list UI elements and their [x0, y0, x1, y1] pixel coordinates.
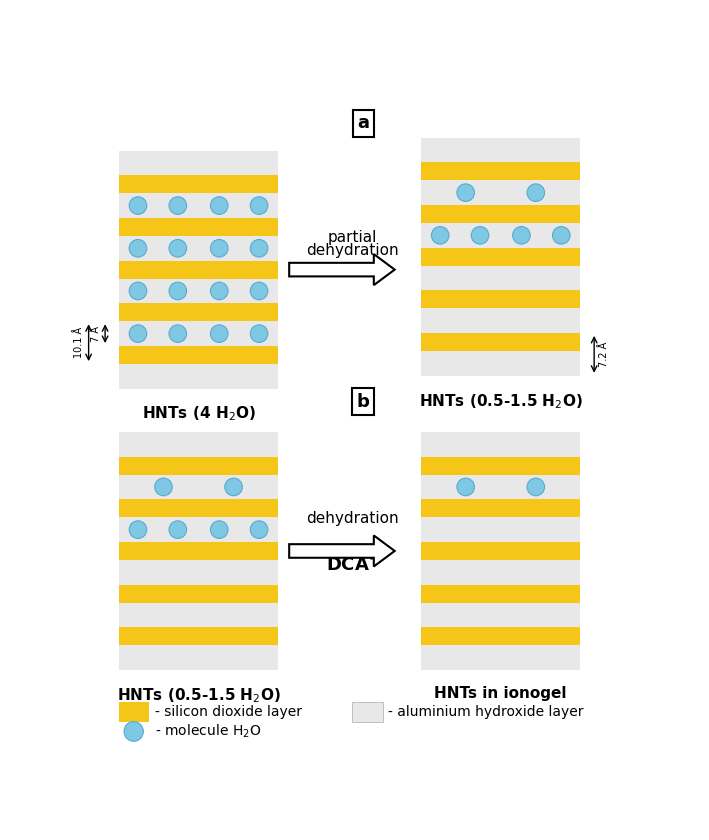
Text: b: b — [357, 392, 370, 411]
Bar — [119, 627, 278, 645]
Ellipse shape — [129, 325, 147, 343]
Text: HNTs (4 H$_2$O): HNTs (4 H$_2$O) — [142, 405, 255, 423]
Ellipse shape — [250, 521, 268, 538]
Bar — [119, 236, 278, 260]
Text: - silicon dioxide layer: - silicon dioxide layer — [155, 705, 301, 719]
Bar — [119, 346, 278, 364]
Text: dehydration: dehydration — [306, 243, 398, 258]
Bar — [421, 517, 581, 542]
Ellipse shape — [169, 239, 186, 257]
Bar — [421, 627, 581, 645]
Bar — [119, 176, 278, 193]
Ellipse shape — [250, 282, 268, 300]
Bar — [119, 193, 278, 218]
Bar — [421, 333, 581, 351]
Ellipse shape — [211, 521, 228, 538]
Ellipse shape — [169, 325, 186, 343]
Bar — [352, 702, 383, 722]
Bar — [421, 456, 581, 475]
Ellipse shape — [471, 227, 489, 244]
Bar — [119, 645, 278, 670]
Text: a: a — [357, 114, 369, 133]
Bar — [421, 223, 581, 248]
Bar — [119, 364, 278, 389]
Ellipse shape — [129, 282, 147, 300]
Bar — [421, 603, 581, 627]
Bar — [119, 517, 278, 542]
Ellipse shape — [250, 325, 268, 343]
Bar — [119, 456, 278, 475]
Bar — [119, 542, 278, 560]
Ellipse shape — [211, 282, 228, 300]
FancyArrow shape — [289, 254, 395, 285]
Ellipse shape — [250, 197, 268, 214]
Bar — [119, 603, 278, 627]
Bar — [421, 475, 581, 499]
Ellipse shape — [527, 478, 545, 496]
Bar — [119, 432, 278, 456]
Bar — [119, 702, 149, 722]
Ellipse shape — [552, 227, 570, 244]
Ellipse shape — [129, 521, 147, 538]
Ellipse shape — [155, 478, 172, 496]
Text: partial: partial — [328, 230, 377, 245]
Ellipse shape — [431, 227, 449, 244]
Bar — [421, 432, 581, 456]
Ellipse shape — [211, 239, 228, 257]
Text: dehydration: dehydration — [306, 512, 398, 527]
Bar — [119, 218, 278, 236]
Text: 7.2 Å: 7.2 Å — [598, 342, 608, 367]
Ellipse shape — [129, 197, 147, 214]
Ellipse shape — [225, 478, 242, 496]
Bar — [119, 279, 278, 303]
Text: $\mathbf{DCA^{-}}$: $\mathbf{DCA^{-}}$ — [325, 555, 379, 574]
Bar — [119, 150, 278, 176]
Bar — [119, 260, 278, 279]
FancyArrow shape — [289, 535, 395, 566]
Bar — [421, 645, 581, 670]
Bar — [421, 138, 581, 162]
Ellipse shape — [211, 197, 228, 214]
Bar — [421, 308, 581, 333]
Text: 7 Å: 7 Å — [91, 326, 101, 342]
Ellipse shape — [124, 722, 143, 741]
Ellipse shape — [457, 184, 474, 202]
Bar — [421, 205, 581, 223]
Bar — [119, 475, 278, 499]
Bar — [119, 499, 278, 517]
Text: - molecule H$_2$O: - molecule H$_2$O — [155, 722, 261, 740]
Text: HNTs (0.5-1.5 H$_2$O): HNTs (0.5-1.5 H$_2$O) — [117, 686, 280, 705]
Bar — [119, 322, 278, 346]
Text: HNTs in ionogel: HNTs in ionogel — [435, 686, 567, 701]
Bar — [421, 291, 581, 308]
Bar — [421, 265, 581, 291]
Bar — [421, 542, 581, 560]
Ellipse shape — [457, 478, 474, 496]
Bar — [119, 303, 278, 322]
Ellipse shape — [513, 227, 530, 244]
Ellipse shape — [129, 239, 147, 257]
Bar — [119, 560, 278, 585]
Text: - aluminium hydroxide layer: - aluminium hydroxide layer — [388, 705, 584, 719]
Bar — [421, 560, 581, 585]
Ellipse shape — [169, 521, 186, 538]
Ellipse shape — [527, 184, 545, 202]
Bar — [119, 585, 278, 603]
Bar — [421, 248, 581, 265]
Ellipse shape — [169, 197, 186, 214]
Bar — [421, 162, 581, 181]
Ellipse shape — [169, 282, 186, 300]
Text: HNTs (0.5-1.5 H$_2$O): HNTs (0.5-1.5 H$_2$O) — [419, 391, 583, 411]
Ellipse shape — [250, 239, 268, 257]
Bar — [421, 351, 581, 375]
Ellipse shape — [211, 325, 228, 343]
Text: 10.1 Å: 10.1 Å — [74, 327, 84, 359]
Bar — [421, 181, 581, 205]
Bar — [421, 499, 581, 517]
Bar — [421, 585, 581, 603]
